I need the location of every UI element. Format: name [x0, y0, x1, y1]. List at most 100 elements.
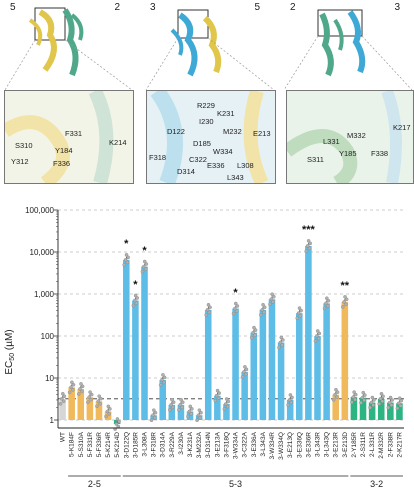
y-axis-label: EC50 (µM) — [4, 329, 16, 374]
data-point — [297, 306, 302, 310]
data-point — [315, 329, 320, 333]
x-tick-label: 2-S311R — [360, 432, 367, 457]
y-tick-label: 1,000 — [34, 290, 55, 299]
data-point — [79, 382, 83, 386]
data-point — [335, 390, 340, 394]
data-point — [369, 400, 374, 405]
data-point — [134, 301, 139, 305]
x-tick-label: 3-L343Q — [324, 432, 331, 457]
bar — [241, 371, 248, 420]
x-tick-label: 3-D185R — [132, 432, 139, 458]
chart-groups: 2-5 5-3 3-2 — [68, 475, 403, 489]
data-point — [350, 400, 354, 404]
data-point — [96, 399, 101, 403]
y-tick-label: 10,000 — [30, 248, 55, 257]
data-point — [342, 300, 346, 304]
bar — [341, 301, 349, 420]
data-point — [269, 297, 274, 301]
data-point — [333, 392, 337, 397]
y-tick-label: 100 — [41, 332, 55, 341]
data-point — [368, 405, 372, 410]
data-point — [359, 400, 363, 405]
x-tick-label: 3-I230A — [178, 431, 185, 454]
bar — [232, 308, 239, 420]
closeup-5-2: F331 S310 Y184 Y312 F336 K214 — [4, 90, 134, 184]
data-point — [125, 260, 130, 265]
panel-3-left-number: 2 — [290, 2, 296, 13]
data-point — [106, 404, 111, 409]
data-point — [108, 407, 112, 411]
x-tick-label: 3-D122Q — [123, 432, 130, 458]
x-tick-label: 3-E213D — [342, 432, 349, 458]
data-point — [160, 378, 164, 382]
x-tick-label: 5-F336R — [96, 432, 103, 458]
x-tick-label: 2-K217R — [396, 432, 403, 458]
data-point — [80, 389, 84, 394]
data-point — [370, 395, 375, 400]
structure-panel-1: 5 2 — [10, 0, 120, 80]
x-tick-label: 3-K231A — [187, 431, 194, 457]
data-point — [115, 417, 120, 421]
data-point — [280, 343, 284, 347]
bar — [104, 411, 112, 420]
data-point — [304, 249, 309, 253]
bar — [305, 245, 312, 420]
data-point — [331, 398, 336, 402]
data-point — [296, 311, 301, 315]
data-point — [197, 408, 202, 412]
residue-label: F336 — [53, 159, 71, 168]
data-point — [377, 402, 381, 406]
data-point — [288, 393, 293, 397]
x-tick-label: 3-E213Q — [287, 432, 294, 458]
data-point — [207, 310, 212, 315]
data-point — [378, 397, 383, 401]
group-label: 3-2 — [370, 479, 383, 489]
residue-label: E213 — [253, 129, 271, 138]
x-tick-label: 5-K214R — [105, 432, 112, 458]
panel-1-right-number: 2 — [114, 2, 120, 13]
data-point — [89, 397, 93, 402]
bar — [77, 388, 85, 420]
data-point — [277, 345, 281, 350]
x-tick-label: 3-E336A — [251, 431, 258, 457]
bar — [377, 398, 385, 420]
data-point — [153, 410, 158, 415]
data-point — [317, 331, 322, 336]
data-point — [117, 419, 121, 424]
residue-label: E336 — [207, 161, 225, 170]
data-point — [262, 305, 267, 310]
data-point — [326, 299, 331, 303]
data-point — [231, 311, 236, 316]
data-point — [299, 308, 303, 313]
data-point — [379, 391, 384, 396]
x-tick-label: 3-D314N — [205, 432, 212, 458]
data-point — [204, 313, 208, 317]
significance-marker: ** — [341, 280, 350, 292]
data-point — [208, 305, 212, 310]
x-tick-label: 3-R229A — [169, 431, 176, 457]
data-point — [325, 296, 329, 301]
data-point — [281, 338, 285, 342]
residue-label: Y312 — [11, 157, 29, 166]
structure-panel-2: 3 5 — [150, 0, 260, 80]
bar — [177, 404, 185, 420]
y-tick-label: 100,000 — [25, 206, 54, 215]
residue-label: F318 — [149, 153, 167, 162]
data-point — [126, 255, 130, 260]
data-point — [216, 396, 221, 400]
data-point — [351, 395, 355, 399]
data-point — [86, 400, 90, 404]
residue-label: L331 — [323, 137, 340, 146]
x-tick-label: 3-W334R — [269, 432, 276, 460]
bar — [214, 395, 221, 420]
data-point — [390, 398, 394, 402]
bar — [95, 401, 103, 420]
data-point — [144, 262, 149, 266]
data-point — [287, 398, 292, 402]
data-point — [398, 404, 403, 408]
panel-3-right-number: 3 — [394, 2, 400, 13]
data-point — [58, 402, 63, 406]
bar — [250, 332, 258, 420]
data-point — [196, 413, 201, 417]
x-tick-label: 3-F318Q — [223, 432, 230, 458]
